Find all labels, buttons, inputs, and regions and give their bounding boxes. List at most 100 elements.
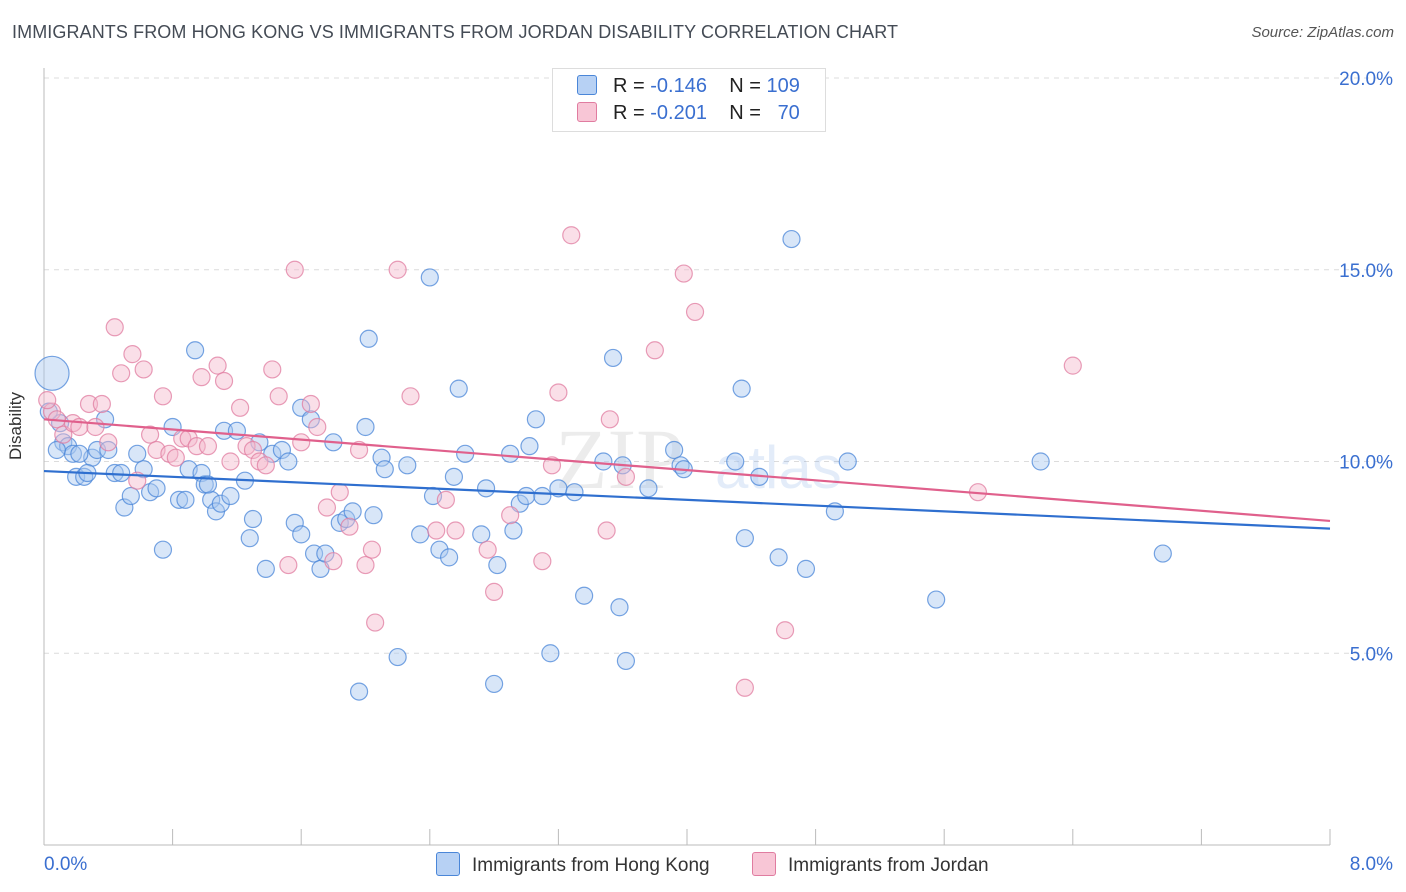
legend-item-hong-kong[interactable]: Immigrants from Hong Kong <box>436 852 710 877</box>
data-point <box>227 421 246 440</box>
data-point <box>478 540 497 559</box>
data-point <box>153 387 173 406</box>
watermark: ZIP atlas <box>555 411 842 507</box>
data-point <box>594 452 613 471</box>
data-point <box>221 452 240 471</box>
data-point <box>349 682 369 701</box>
n-label: N = <box>729 102 761 124</box>
r-value: -0.146 <box>650 75 707 97</box>
data-point <box>272 440 292 460</box>
r-value: -0.201 <box>650 102 707 124</box>
data-point <box>735 529 754 548</box>
data-point <box>243 509 263 529</box>
data-point <box>99 433 118 452</box>
data-point <box>501 444 520 463</box>
data-point <box>1153 544 1172 563</box>
trend-line <box>43 418 1331 523</box>
data-point <box>364 506 383 525</box>
source-label: Source: ZipAtlas.com <box>1251 24 1394 41</box>
data-point <box>292 433 311 452</box>
data-point <box>726 452 745 471</box>
data-point <box>231 398 250 417</box>
data-point <box>140 425 160 444</box>
data-point <box>263 360 282 379</box>
data-point <box>446 521 465 540</box>
data-point <box>526 410 545 429</box>
data-point <box>796 559 816 578</box>
y-tick-label: 10.0% <box>1339 453 1393 474</box>
data-point <box>549 383 568 402</box>
data-point <box>343 502 362 521</box>
data-point <box>324 552 343 571</box>
data-point <box>34 355 70 391</box>
data-point <box>240 529 259 548</box>
data-point <box>665 440 684 460</box>
data-point <box>221 486 240 506</box>
data-point <box>775 621 795 640</box>
data-point <box>485 674 504 694</box>
watermark-atlas: atlas <box>715 434 842 501</box>
legend-swatch-blue <box>436 852 460 876</box>
data-point <box>340 517 359 536</box>
data-point <box>782 229 801 249</box>
data-point <box>147 479 166 498</box>
data-point <box>153 540 173 559</box>
data-point <box>301 394 320 414</box>
y-tick-label: 5.0% <box>1350 644 1393 665</box>
axes <box>43 68 1331 846</box>
data-point <box>70 444 89 463</box>
data-point <box>1031 452 1050 471</box>
data-point <box>388 260 407 279</box>
data-point <box>356 555 375 575</box>
data-point <box>192 368 211 387</box>
legend-item-jordan[interactable]: Immigrants from Jordan <box>752 852 989 877</box>
data-point <box>112 364 131 383</box>
data-point <box>356 417 375 437</box>
data-point <box>732 379 751 398</box>
data-point <box>927 590 946 609</box>
data-point <box>838 452 857 471</box>
data-point <box>603 348 623 368</box>
data-point <box>575 586 594 605</box>
legend-swatch-blue <box>577 75 597 95</box>
data-point <box>533 552 552 571</box>
data-point <box>439 548 459 567</box>
data-point <box>285 260 304 279</box>
legend-swatch-pink <box>752 852 776 876</box>
data-point <box>256 456 275 475</box>
data-point <box>565 483 584 502</box>
data-point <box>186 341 205 360</box>
data-point <box>115 498 134 517</box>
n-label: N = <box>729 75 761 97</box>
data-point <box>430 540 449 559</box>
data-point <box>169 490 189 509</box>
data-point <box>349 440 369 460</box>
data-point <box>485 582 504 601</box>
data-point <box>256 559 275 578</box>
data-point <box>639 479 658 498</box>
data-point <box>542 456 562 475</box>
data-point <box>279 555 298 575</box>
data-point <box>269 387 288 406</box>
data-point <box>735 678 754 697</box>
data-point <box>476 479 496 498</box>
stats-legend: R = -0.146 N = 109 R = -0.201 N = 70 <box>552 68 826 132</box>
n-value: 70 <box>777 102 800 124</box>
data-point <box>517 486 536 506</box>
data-point <box>202 490 221 509</box>
data-point <box>674 264 693 283</box>
n-value: 109 <box>766 75 800 97</box>
data-point <box>134 460 153 479</box>
data-point <box>1063 356 1082 375</box>
data-point <box>562 226 581 245</box>
data-point <box>388 647 407 667</box>
x-tick-label: 0.0% <box>44 854 87 875</box>
data-point <box>610 598 629 617</box>
data-point <box>398 456 417 475</box>
data-point <box>208 356 227 375</box>
series-hong-kong <box>34 229 1172 701</box>
y-tick-label: 20.0% <box>1339 69 1393 90</box>
data-point <box>330 483 349 502</box>
chart-title: IMMIGRANTS FROM HONG KONG VS IMMIGRANTS … <box>12 22 899 42</box>
data-point <box>685 302 705 322</box>
